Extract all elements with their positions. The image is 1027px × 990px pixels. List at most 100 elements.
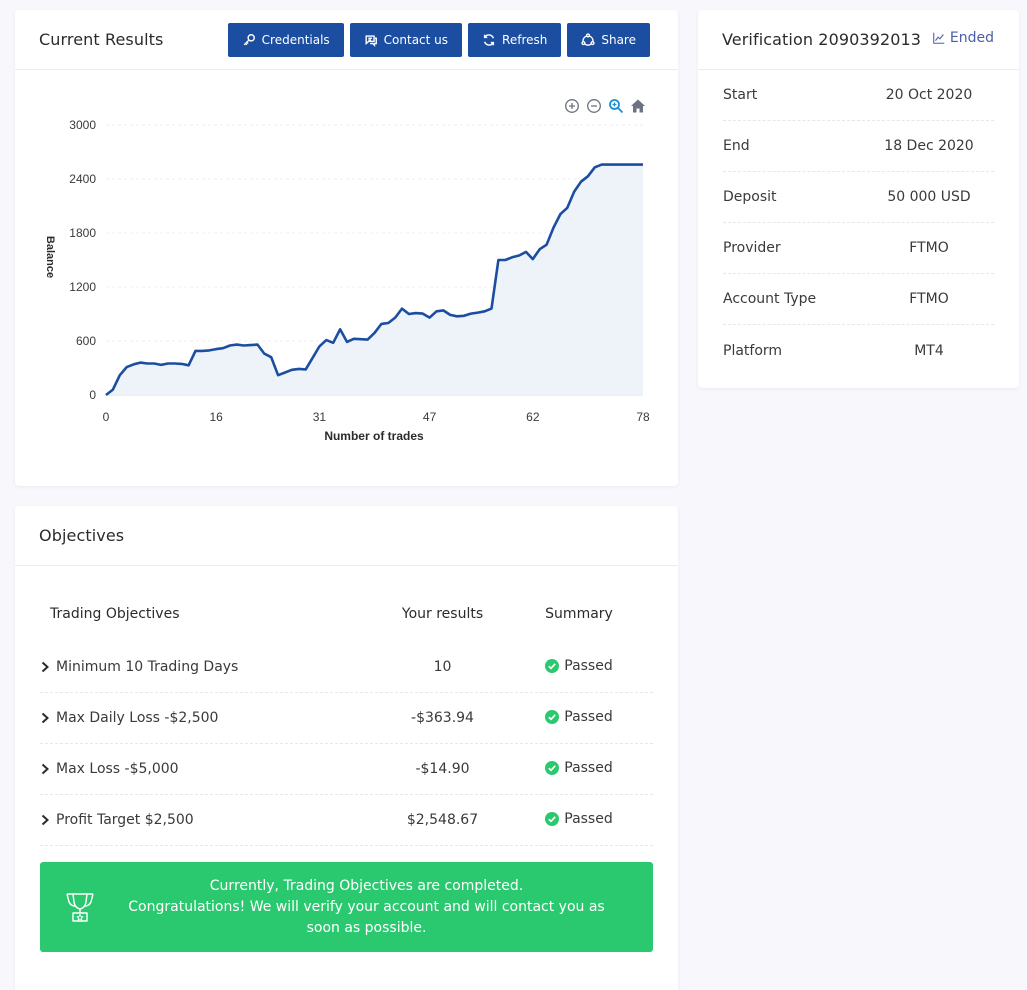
detail-row: Platform MT4 — [723, 325, 994, 376]
chevron-right-icon[interactable] — [40, 661, 56, 673]
contact-us-button[interactable]: Contact us — [349, 23, 463, 57]
objective-name: Max Daily Loss -$2,500 — [56, 710, 219, 726]
detail-row: Account Type FTMO — [723, 274, 994, 325]
credentials-button[interactable]: Credentials — [227, 23, 344, 57]
verification-details: Start 20 Oct 2020 End 18 Dec 2020 Deposit 5… — [698, 70, 1019, 376]
y-tick-label: 0 — [89, 388, 96, 402]
balance-chart: 0 600 1200 1800 2400 3000 0 16 31 47 62 78 Number … — [44, 118, 650, 443]
verification-status: Ended — [932, 30, 994, 46]
table-row[interactable]: Profit Target $2,500 $2,548.67 Passed — [40, 795, 653, 846]
detail-row: Provider FTMO — [723, 223, 994, 274]
zoom-out-icon[interactable] — [586, 98, 602, 114]
header-summary: Summary — [545, 606, 613, 622]
check-circle-icon — [545, 760, 560, 775]
status-text: Passed — [564, 657, 613, 674]
objectives-table: Trading Objectives Your results Summary … — [40, 586, 653, 846]
objective-result: -$363.94 — [411, 710, 474, 726]
status-badge: Passed — [545, 708, 613, 725]
detail-value: FTMO — [909, 291, 949, 307]
table-row[interactable]: Max Loss -$5,000 -$14.90 Passed — [40, 744, 653, 795]
detail-label: Provider — [723, 240, 781, 256]
detail-label: Deposit — [723, 189, 777, 205]
detail-value: FTMO — [909, 240, 949, 256]
results-title: Current Results — [39, 30, 164, 49]
refresh-icon — [482, 33, 496, 47]
share-button[interactable]: Share — [567, 23, 650, 57]
objective-result: -$14.90 — [415, 761, 470, 777]
detail-value: 20 Oct 2020 — [885, 87, 973, 103]
x-tick-label: 31 — [313, 410, 327, 424]
share-icon — [581, 33, 596, 47]
objective-result: 10 — [433, 659, 452, 675]
objectives-title: Objectives — [39, 526, 125, 545]
detail-label: End — [723, 138, 750, 154]
share-label: Share — [601, 33, 636, 47]
detail-label: Start — [723, 87, 758, 103]
status-badge: Passed — [545, 657, 613, 674]
objectives-completed-banner: Currently, Trading Objectives are comple… — [40, 862, 653, 952]
balance-line — [105, 163, 643, 397]
table-row[interactable]: Minimum 10 Trading Days 10 Passed — [40, 642, 653, 693]
results-header: Current Results — [15, 10, 678, 70]
detail-value: MT4 — [914, 342, 944, 359]
refresh-button[interactable]: Refresh — [468, 23, 562, 57]
header-results: Your results — [401, 606, 484, 622]
banner-line-2: Congratulations! We will verify your acc… — [128, 898, 605, 936]
zoom-select-icon[interactable] — [608, 98, 624, 114]
chart-toolbar — [564, 98, 646, 114]
objectives-card: Objectives Trading Objectives Your resul… — [15, 506, 678, 990]
banner-message: Currently, Trading Objectives are comple… — [120, 876, 653, 939]
detail-row: Start 20 Oct 2020 — [723, 70, 994, 121]
status-text: Passed — [564, 708, 613, 725]
status-text: Passed — [564, 810, 613, 827]
refresh-label: Refresh — [502, 33, 548, 47]
status-text: Passed — [564, 759, 613, 776]
home-icon[interactable] — [630, 98, 646, 114]
x-tick-label: 62 — [526, 410, 540, 424]
x-tick-label: 16 — [209, 410, 223, 424]
y-tick-label: 1800 — [69, 226, 96, 240]
objectives-header: Objectives — [15, 506, 678, 566]
balance-area — [106, 164, 643, 395]
credentials-label: Credentials — [261, 33, 330, 47]
detail-row: End 18 Dec 2020 — [723, 121, 994, 172]
chevron-right-icon[interactable] — [40, 763, 56, 775]
verification-header: Verification 2090392013 — [698, 10, 1019, 70]
check-circle-icon — [545, 709, 560, 724]
chat-icon — [364, 33, 378, 47]
chevron-right-icon[interactable] — [40, 814, 56, 826]
check-circle-icon — [545, 811, 560, 826]
x-tick-label: 0 — [103, 410, 110, 424]
status-badge: Passed — [545, 810, 613, 827]
verification-status-text: Ended — [949, 30, 994, 46]
detail-value: 50 000 USD — [887, 189, 971, 205]
current-results-card: Current Results Credentials Contact us R… — [15, 10, 678, 486]
contact-us-label: Contact us — [383, 33, 449, 47]
y-axis-label: Balance — [44, 236, 56, 278]
y-tick-label: 600 — [76, 334, 96, 348]
chevron-right-icon[interactable] — [40, 712, 56, 724]
table-row[interactable]: Max Daily Loss -$2,500 -$363.94 Passed — [40, 693, 653, 744]
objective-result: $2,548.67 — [406, 812, 479, 828]
y-tick-label: 2400 — [69, 172, 96, 186]
detail-value: 18 Dec 2020 — [884, 138, 974, 154]
y-tick-label: 1200 — [69, 280, 96, 294]
key-icon — [242, 33, 256, 47]
objective-name: Max Loss -$5,000 — [56, 761, 179, 777]
zoom-in-icon[interactable] — [564, 98, 580, 114]
y-tick-label: 3000 — [69, 118, 96, 132]
verification-card: Verification 2090392013 Ended Start 20 Oc… — [698, 10, 1019, 388]
banner-line-1: Currently, Trading Objectives are comple… — [209, 877, 524, 894]
chart-line-icon — [933, 32, 945, 44]
detail-label: Account Type — [723, 291, 817, 307]
header-objectives: Trading Objectives — [50, 606, 180, 622]
objective-name: Profit Target $2,500 — [56, 812, 194, 828]
x-tick-label: 78 — [636, 410, 650, 424]
trophy-icon — [40, 890, 120, 924]
x-tick-label: 47 — [423, 410, 437, 424]
verification-title: Verification 2090392013 — [722, 30, 922, 49]
x-axis-label: Number of trades — [324, 429, 424, 443]
results-actions: Credentials Contact us Refresh Share — [227, 23, 650, 57]
objectives-table-header: Trading Objectives Your results Summary — [40, 586, 653, 642]
status-badge: Passed — [545, 759, 613, 776]
